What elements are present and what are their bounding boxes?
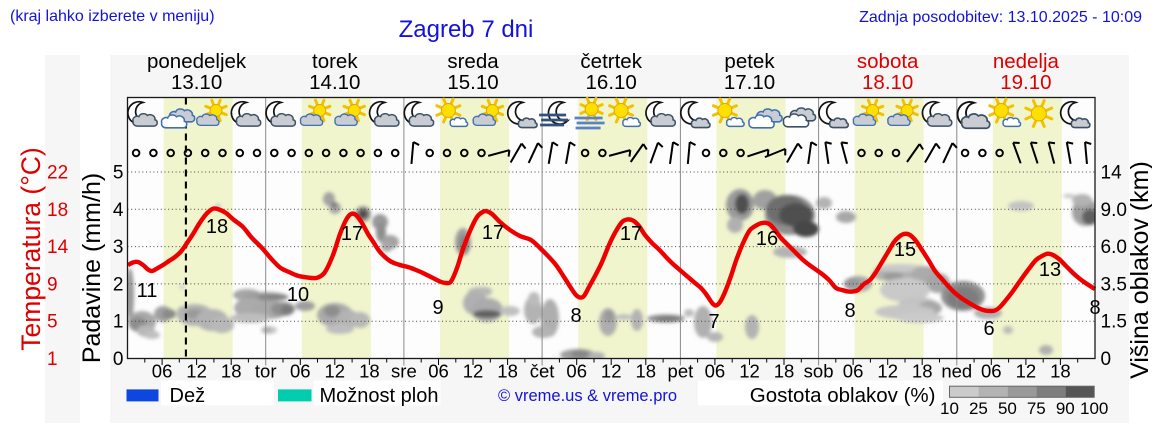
svg-text:1: 1 [47, 349, 58, 370]
svg-text:7: 7 [708, 311, 719, 333]
svg-text:06: 06 [428, 361, 449, 382]
svg-text:06: 06 [152, 361, 173, 382]
svg-text:18: 18 [221, 361, 242, 382]
svg-text:Možnost ploh: Možnost ploh [320, 385, 439, 407]
svg-text:torek: torek [312, 50, 358, 73]
svg-text:10: 10 [287, 284, 309, 306]
svg-text:12: 12 [739, 361, 760, 382]
svg-text:Padavine (mm/h): Padavine (mm/h) [78, 173, 106, 363]
svg-text:17: 17 [482, 222, 504, 244]
svg-text:06: 06 [705, 361, 726, 382]
svg-text:15: 15 [894, 239, 916, 261]
svg-text:11: 11 [137, 280, 158, 302]
svg-text:18: 18 [1050, 361, 1071, 382]
svg-text:Višina oblakov (km): Višina oblakov (km) [1126, 161, 1152, 379]
svg-text:75: 75 [1027, 399, 1046, 418]
svg-text:06: 06 [566, 361, 587, 382]
svg-text:čet: čet [530, 361, 555, 382]
svg-text:© vreme.us & vreme.pro: © vreme.us & vreme.pro [498, 387, 677, 405]
svg-text:1: 1 [113, 312, 124, 333]
svg-text:10: 10 [940, 399, 959, 418]
svg-text:18: 18 [636, 361, 657, 382]
svg-text:18: 18 [497, 361, 518, 382]
svg-text:13: 13 [1039, 259, 1061, 281]
svg-text:6.0: 6.0 [1101, 237, 1127, 258]
svg-text:8: 8 [570, 305, 581, 327]
svg-text:9.0: 9.0 [1101, 200, 1127, 221]
svg-text:6: 6 [983, 318, 994, 340]
svg-text:četrtek: četrtek [580, 50, 642, 73]
svg-text:06: 06 [290, 361, 311, 382]
svg-text:Zagreb 7 dni: Zagreb 7 dni [399, 16, 534, 43]
svg-text:3.5: 3.5 [1101, 274, 1127, 295]
svg-text:pet: pet [668, 361, 694, 382]
svg-text:25: 25 [969, 399, 988, 418]
svg-text:14: 14 [47, 237, 69, 258]
svg-text:90: 90 [1056, 399, 1075, 418]
svg-text:sobota: sobota [857, 50, 919, 73]
svg-text:0: 0 [113, 349, 124, 370]
svg-text:22: 22 [47, 163, 68, 184]
svg-text:Gostota oblakov (%): Gostota oblakov (%) [750, 384, 936, 407]
svg-text:petek: petek [724, 50, 775, 73]
svg-text:5: 5 [113, 163, 124, 184]
svg-text:12: 12 [463, 361, 484, 382]
svg-text:Zadnja posodobitev: 13.10.2025: Zadnja posodobitev: 13.10.2025 - 10:09 [859, 9, 1142, 26]
svg-text:06: 06 [843, 361, 864, 382]
svg-text:9: 9 [432, 297, 443, 319]
svg-text:1.5: 1.5 [1101, 312, 1127, 333]
svg-text:18: 18 [774, 361, 795, 382]
svg-text:14.10: 14.10 [309, 71, 360, 94]
svg-text:16.10: 16.10 [586, 71, 637, 94]
svg-text:12: 12 [1016, 361, 1037, 382]
svg-text:(kraj lahko izberete v meniju): (kraj lahko izberete v meniju) [10, 8, 215, 25]
svg-text:18: 18 [206, 216, 228, 238]
svg-text:2: 2 [113, 274, 124, 295]
svg-text:3: 3 [113, 237, 124, 258]
svg-text:15.10: 15.10 [447, 71, 498, 94]
svg-text:4: 4 [113, 200, 124, 221]
svg-text:16: 16 [756, 228, 778, 250]
svg-text:18.10: 18.10 [862, 71, 913, 94]
svg-text:12: 12 [601, 361, 622, 382]
svg-text:19.10: 19.10 [1000, 71, 1051, 94]
svg-text:17.10: 17.10 [724, 71, 775, 94]
svg-text:Dež: Dež [170, 385, 206, 407]
svg-text:Temperatura (°C): Temperatura (°C) [16, 147, 46, 351]
svg-text:0: 0 [1101, 349, 1112, 370]
svg-text:sreda: sreda [447, 50, 499, 73]
svg-text:sre: sre [391, 361, 417, 382]
svg-text:12: 12 [877, 361, 898, 382]
svg-text:8: 8 [1089, 297, 1100, 319]
svg-text:13.10: 13.10 [171, 71, 222, 94]
svg-text:14: 14 [1101, 163, 1123, 184]
svg-text:06: 06 [981, 361, 1002, 382]
svg-text:tor: tor [255, 361, 277, 382]
svg-text:9: 9 [47, 274, 58, 295]
svg-text:18: 18 [912, 361, 933, 382]
svg-text:12: 12 [325, 361, 346, 382]
svg-text:5: 5 [47, 312, 58, 333]
svg-text:sob: sob [804, 361, 834, 382]
svg-text:50: 50 [998, 399, 1017, 418]
svg-text:100: 100 [1080, 399, 1108, 418]
svg-text:18: 18 [359, 361, 380, 382]
svg-text:ned: ned [941, 361, 972, 382]
svg-text:12: 12 [186, 361, 207, 382]
svg-text:ponedeljek: ponedeljek [147, 50, 247, 73]
svg-text:17: 17 [341, 223, 363, 245]
svg-text:18: 18 [47, 200, 68, 221]
svg-text:17: 17 [620, 223, 642, 245]
svg-text:nedelja: nedelja [993, 50, 1060, 73]
svg-text:8: 8 [844, 300, 855, 322]
